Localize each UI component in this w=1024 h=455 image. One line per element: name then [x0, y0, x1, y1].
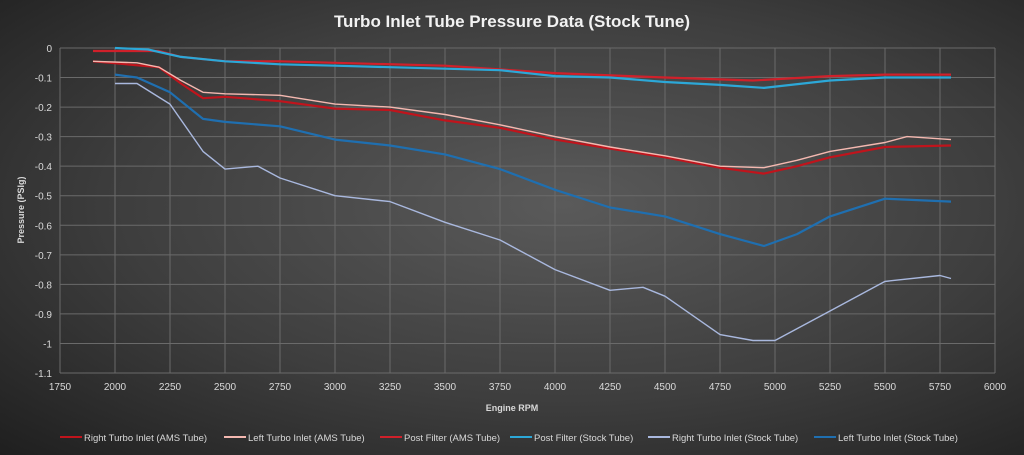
legend-item: Right Turbo Inlet (Stock Tube): [648, 433, 798, 444]
y-tick-label: -0.6: [35, 221, 53, 232]
gridlines: [59, 47, 996, 374]
y-tick-label: -0.8: [35, 280, 53, 291]
chart-title: Turbo Inlet Tube Pressure Data (Stock Tu…: [334, 12, 690, 31]
y-tick-label: -0.4: [35, 162, 53, 173]
x-tick-label: 1750: [49, 382, 72, 393]
legend-item: Post Filter (AMS Tube): [380, 433, 500, 444]
legend-item: Right Turbo Inlet (AMS Tube): [60, 433, 207, 444]
legend-label: Post Filter (Stock Tube): [534, 433, 633, 444]
series-line-5: [115, 82, 952, 342]
x-tick-label: 4000: [544, 382, 567, 393]
y-tick-label: 0: [46, 44, 52, 55]
y-tick-label: -1: [43, 339, 52, 350]
x-tick-label: 6000: [984, 382, 1007, 393]
x-tick-label: 2750: [269, 382, 292, 393]
y-tick-label: -0.3: [35, 133, 53, 144]
legend-label: Right Turbo Inlet (AMS Tube): [84, 433, 207, 444]
legend-item: Post Filter (Stock Tube): [510, 433, 633, 444]
legend-item: Left Turbo Inlet (AMS Tube): [224, 433, 365, 444]
y-tick-label: -0.1: [35, 74, 53, 85]
y-tick-label: -0.9: [35, 310, 53, 321]
legend-label: Right Turbo Inlet (Stock Tube): [672, 433, 798, 444]
y-tick-label: -0.7: [35, 251, 53, 262]
x-tick-label: 2000: [104, 382, 127, 393]
x-axis-ticks: 1750 2000 2250 2500 2750 3000 3250 3500 3750 4000…: [49, 382, 1007, 393]
y-tick-label: -0.2: [35, 103, 53, 114]
y-tick-label: -0.5: [35, 192, 53, 203]
x-tick-label: 2500: [214, 382, 237, 393]
legend: Right Turbo Inlet (AMS Tube) Left Turbo I…: [60, 433, 958, 444]
x-tick-label: 3750: [489, 382, 512, 393]
series-line-6: [114, 73, 952, 248]
x-tick-label: 2250: [159, 382, 182, 393]
series-lines: [92, 46, 952, 342]
series-line-4: [114, 46, 951, 89]
series-line-3: [93, 49, 951, 82]
x-tick-label: 3500: [434, 382, 457, 393]
x-axis-label: Engine RPM: [486, 403, 539, 413]
legend-label: Left Turbo Inlet (AMS Tube): [248, 433, 365, 444]
x-tick-label: 3250: [379, 382, 402, 393]
x-tick-label: 5750: [929, 382, 952, 393]
x-tick-label: 4250: [599, 382, 622, 393]
legend-label: Post Filter (AMS Tube): [404, 433, 500, 444]
x-tick-label: 4750: [709, 382, 732, 393]
x-tick-label: 5500: [874, 382, 897, 393]
x-tick-label: 4500: [654, 382, 677, 393]
x-tick-label: 5250: [819, 382, 842, 393]
legend-item: Left Turbo Inlet (Stock Tube): [814, 433, 958, 444]
legend-label: Left Turbo Inlet (Stock Tube): [838, 433, 958, 444]
x-tick-label: 3000: [324, 382, 347, 393]
y-axis-ticks: 0 -0.1 -0.2 -0.3 -0.4 -0.5 -0.6 -0.7 -0.8 -0.9 -1 -…: [35, 44, 53, 380]
x-tick-label: 5000: [764, 382, 787, 393]
y-axis-label: Pressure (PSIg): [16, 176, 26, 243]
series-line-2: [92, 60, 952, 169]
series-line-1: [92, 60, 952, 175]
y-tick-label: -1.1: [35, 369, 53, 380]
